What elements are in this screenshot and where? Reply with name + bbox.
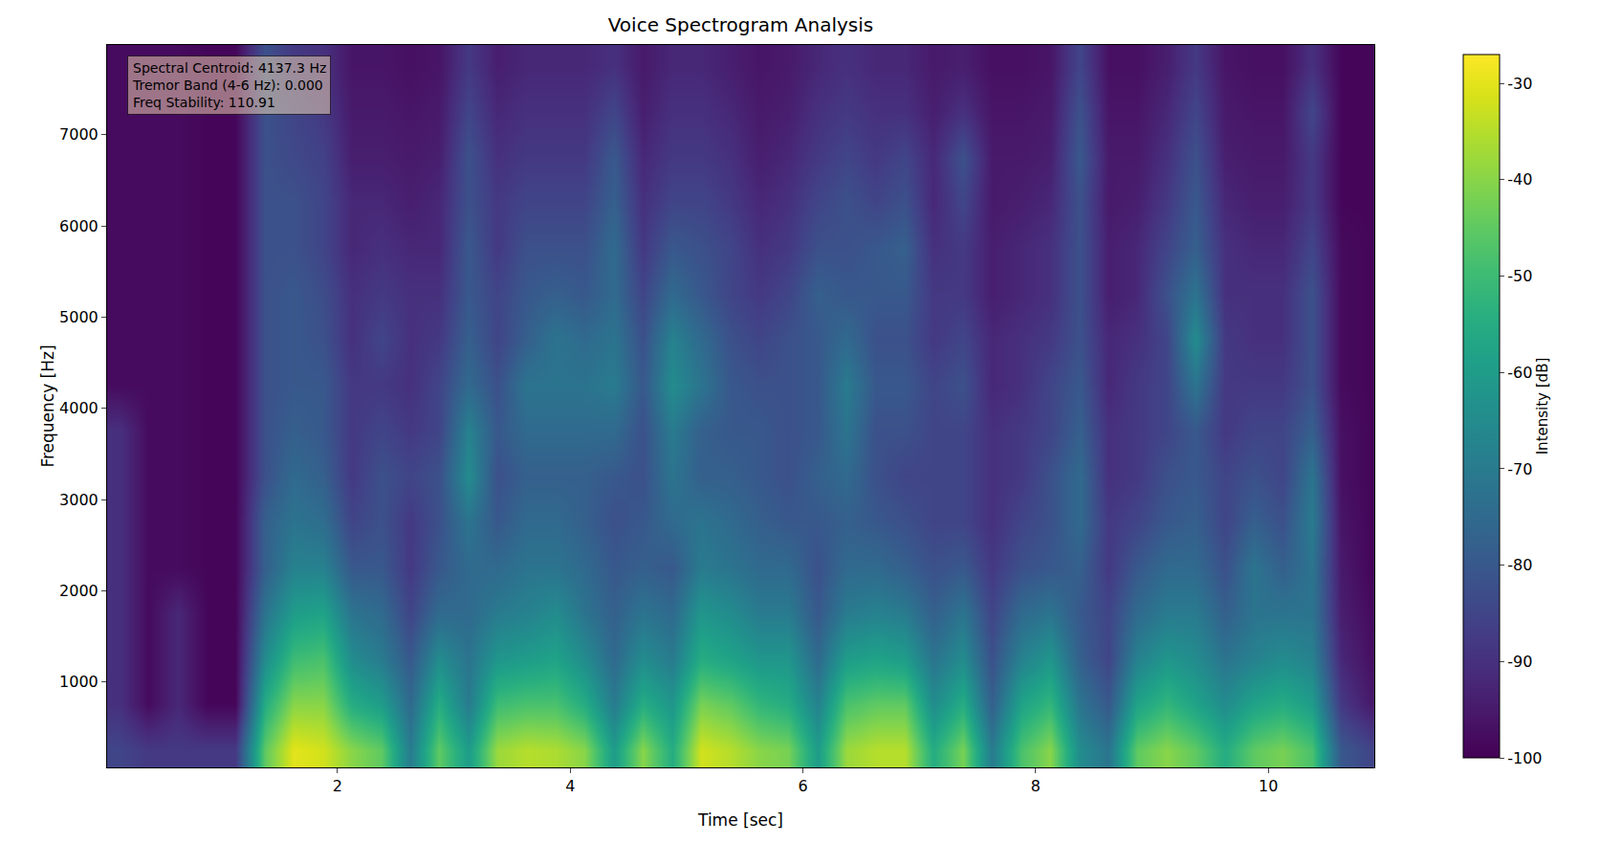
svg-text:3000: 3000 [59, 490, 99, 509]
svg-text:Voice Spectrogram Analysis: Voice Spectrogram Analysis [608, 13, 875, 37]
svg-text:1000: 1000 [59, 672, 99, 691]
svg-text:Time [sec]: Time [sec] [697, 810, 784, 830]
svg-text:-30: -30 [1507, 74, 1533, 93]
svg-text:-70: -70 [1507, 460, 1533, 479]
svg-text:-40: -40 [1507, 170, 1533, 189]
svg-text:5000: 5000 [59, 307, 99, 327]
svg-text:-60: -60 [1507, 363, 1533, 382]
svg-text:2: 2 [332, 776, 343, 795]
svg-text:4: 4 [565, 776, 575, 795]
svg-text:Intensity [dB]: Intensity [dB] [1534, 357, 1552, 456]
svg-text:-100: -100 [1507, 748, 1542, 768]
svg-text:6000: 6000 [59, 217, 99, 236]
svg-text:-90: -90 [1507, 652, 1533, 671]
svg-text:Frequency [Hz]: Frequency [Hz] [38, 344, 58, 467]
svg-text:-50: -50 [1507, 266, 1533, 285]
svg-text:Spectral Centroid: 4137.3 HzTr: Spectral Centroid: 4137.3 HzTremor Band … [131, 60, 327, 110]
svg-text:-80: -80 [1507, 555, 1533, 574]
svg-text:4000: 4000 [59, 398, 99, 417]
svg-text:2000: 2000 [59, 581, 99, 600]
svg-text:6: 6 [797, 776, 808, 795]
svg-text:8: 8 [1030, 776, 1041, 795]
svg-text:10: 10 [1258, 776, 1278, 795]
svg-text:7000: 7000 [59, 125, 99, 144]
